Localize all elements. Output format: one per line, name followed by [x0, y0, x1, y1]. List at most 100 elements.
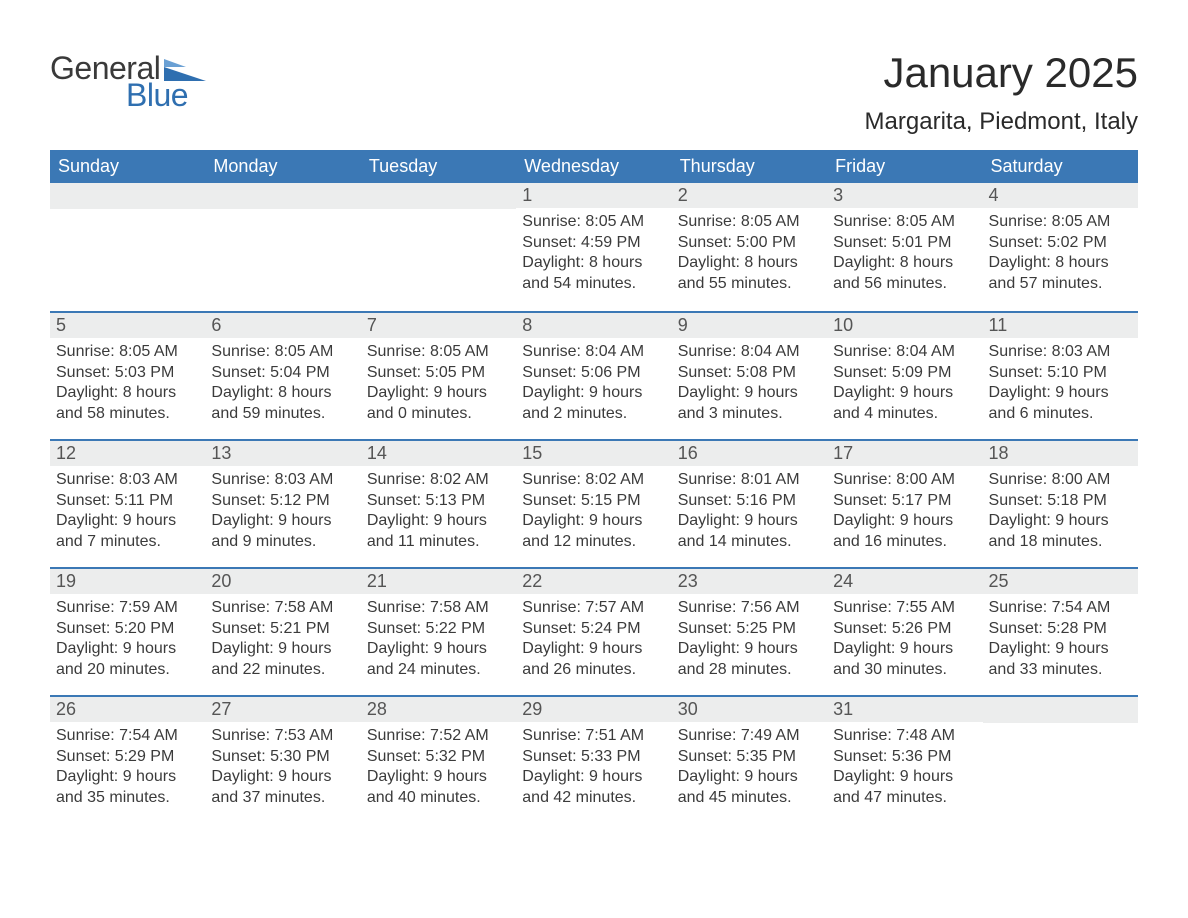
day-cell: 1Sunrise: 8:05 AMSunset: 4:59 PMDaylight… — [516, 183, 671, 311]
day-body: Sunrise: 8:05 AMSunset: 5:00 PMDaylight:… — [672, 208, 827, 304]
dow-cell: Saturday — [983, 150, 1138, 183]
day-number: 28 — [361, 697, 516, 722]
sunset-line: Sunset: 5:30 PM — [211, 748, 329, 765]
sunset-line: Sunset: 5:00 PM — [678, 234, 796, 251]
day-number: 31 — [827, 697, 982, 722]
sunset-line: Sunset: 5:36 PM — [833, 748, 951, 765]
daylight-line: Daylight: 9 hoursand 37 minutes. — [211, 768, 331, 805]
day-number: 5 — [50, 313, 205, 338]
daylight-line: Daylight: 9 hoursand 24 minutes. — [367, 640, 487, 677]
day-cell — [205, 183, 360, 311]
sunrise-line: Sunrise: 7:58 AM — [211, 599, 333, 616]
empty-daynum-bar — [205, 183, 360, 209]
sunset-line: Sunset: 5:28 PM — [989, 620, 1107, 637]
day-cell: 23Sunrise: 7:56 AMSunset: 5:25 PMDayligh… — [672, 569, 827, 695]
day-number: 18 — [983, 441, 1138, 466]
day-number: 7 — [361, 313, 516, 338]
day-body: Sunrise: 7:51 AMSunset: 5:33 PMDaylight:… — [516, 722, 671, 818]
daylight-line: Daylight: 9 hoursand 18 minutes. — [989, 512, 1109, 549]
day-body: Sunrise: 8:00 AMSunset: 5:17 PMDaylight:… — [827, 466, 982, 562]
week-row: 19Sunrise: 7:59 AMSunset: 5:20 PMDayligh… — [50, 567, 1138, 695]
day-cell: 25Sunrise: 7:54 AMSunset: 5:28 PMDayligh… — [983, 569, 1138, 695]
day-number: 11 — [983, 313, 1138, 338]
sunset-line: Sunset: 5:33 PM — [522, 748, 640, 765]
sunrise-line: Sunrise: 8:05 AM — [367, 343, 489, 360]
sunset-line: Sunset: 5:21 PM — [211, 620, 329, 637]
sunrise-line: Sunrise: 8:00 AM — [989, 471, 1111, 488]
sunset-line: Sunset: 5:20 PM — [56, 620, 174, 637]
sunrise-line: Sunrise: 7:48 AM — [833, 727, 955, 744]
day-number: 12 — [50, 441, 205, 466]
day-cell: 3Sunrise: 8:05 AMSunset: 5:01 PMDaylight… — [827, 183, 982, 311]
sunset-line: Sunset: 5:13 PM — [367, 492, 485, 509]
day-body: Sunrise: 8:05 AMSunset: 5:01 PMDaylight:… — [827, 208, 982, 304]
sunset-line: Sunset: 5:15 PM — [522, 492, 640, 509]
daylight-line: Daylight: 9 hoursand 47 minutes. — [833, 768, 953, 805]
day-number: 3 — [827, 183, 982, 208]
day-number: 19 — [50, 569, 205, 594]
day-number: 27 — [205, 697, 360, 722]
day-body: Sunrise: 8:03 AMSunset: 5:11 PMDaylight:… — [50, 466, 205, 562]
empty-daynum-bar — [361, 183, 516, 209]
daylight-line: Daylight: 9 hoursand 45 minutes. — [678, 768, 798, 805]
sunrise-line: Sunrise: 8:03 AM — [56, 471, 178, 488]
month-title: January 2025 — [865, 50, 1138, 96]
sunrise-line: Sunrise: 8:01 AM — [678, 471, 800, 488]
day-body: Sunrise: 8:00 AM Sunset: 5:18 PM Daylight:… — [983, 466, 1138, 562]
sunset-line: Sunset: 5:11 PM — [56, 492, 173, 509]
sunset-line: Sunset: 4:59 PM — [522, 234, 640, 251]
day-body: Sunrise: 7:54 AMSunset: 5:28 PMDaylight:… — [983, 594, 1138, 690]
sunrise-line: Sunrise: 8:03 AM — [211, 471, 333, 488]
day-body: Sunrise: 7:49 AMSunset: 5:35 PMDaylight:… — [672, 722, 827, 818]
day-cell: 10Sunrise: 8:04 AMSunset: 5:09 PMDayligh… — [827, 313, 982, 439]
sunset-line: Sunset: 5:18 PM — [989, 492, 1107, 509]
day-number: 20 — [205, 569, 360, 594]
day-number: 8 — [516, 313, 671, 338]
day-cell: 29Sunrise: 7:51 AMSunset: 5:33 PMDayligh… — [516, 697, 671, 823]
day-number: 23 — [672, 569, 827, 594]
daylight-line: Daylight: 9 hoursand 42 minutes. — [522, 768, 642, 805]
day-cell: 7Sunrise: 8:05 AMSunset: 5:05 PMDaylight… — [361, 313, 516, 439]
weeks-container: 1Sunrise: 8:05 AMSunset: 4:59 PMDaylight… — [50, 183, 1138, 823]
day-body: Sunrise: 8:04 AMSunset: 5:08 PMDaylight:… — [672, 338, 827, 434]
sunrise-line: Sunrise: 8:05 AM — [56, 343, 178, 360]
day-number: 30 — [672, 697, 827, 722]
week-row: 26Sunrise: 7:54 AMSunset: 5:29 PMDayligh… — [50, 695, 1138, 823]
day-cell: 6Sunrise: 8:05 AMSunset: 5:04 PMDaylight… — [205, 313, 360, 439]
daylight-line: Daylight: 9 hoursand 6 minutes. — [989, 384, 1109, 421]
day-body: Sunrise: 7:55 AMSunset: 5:26 PMDaylight:… — [827, 594, 982, 690]
sunset-line: Sunset: 5:35 PM — [678, 748, 796, 765]
daylight-line: Daylight: 9 hoursand 16 minutes. — [833, 512, 953, 549]
day-body: Sunrise: 7:52 AMSunset: 5:32 PMDaylight:… — [361, 722, 516, 818]
daylight-line: Daylight: 9 hoursand 14 minutes. — [678, 512, 798, 549]
day-number: 10 — [827, 313, 982, 338]
week-row: 1Sunrise: 8:05 AMSunset: 4:59 PMDaylight… — [50, 183, 1138, 311]
day-body: Sunrise: 8:03 AMSunset: 5:12 PMDaylight:… — [205, 466, 360, 562]
sunrise-line: Sunrise: 8:05 AM — [211, 343, 333, 360]
logo: General Blue — [50, 50, 206, 114]
page: General Blue January 2025 Margarita, Pie… — [0, 0, 1188, 863]
day-cell: 28Sunrise: 7:52 AMSunset: 5:32 PMDayligh… — [361, 697, 516, 823]
sunset-line: Sunset: 5:12 PM — [211, 492, 329, 509]
day-cell: 12Sunrise: 8:03 AMSunset: 5:11 PMDayligh… — [50, 441, 205, 567]
day-number: 22 — [516, 569, 671, 594]
day-body: Sunrise: 8:05 AMSunset: 5:02 PMDaylight:… — [983, 208, 1138, 304]
sunrise-line: Sunrise: 8:02 AM — [367, 471, 489, 488]
day-number: 26 — [50, 697, 205, 722]
daylight-line: Daylight: 9 hoursand 28 minutes. — [678, 640, 798, 677]
sunset-line: Sunset: 5:10 PM — [989, 364, 1107, 381]
day-cell — [50, 183, 205, 311]
sunset-line: Sunset: 5:08 PM — [678, 364, 796, 381]
sunrise-line: Sunrise: 7:57 AM — [522, 599, 644, 616]
day-number: 4 — [983, 183, 1138, 208]
day-number: 21 — [361, 569, 516, 594]
title-block: January 2025 Margarita, Piedmont, Italy — [865, 50, 1138, 136]
day-body: Sunrise: 8:02 AMSunset: 5:13 PMDaylight:… — [361, 466, 516, 562]
sunset-line: Sunset: 5:22 PM — [367, 620, 485, 637]
sunset-line: Sunset: 5:03 PM — [56, 364, 174, 381]
sunrise-line: Sunrise: 8:02 AM — [522, 471, 644, 488]
daylight-line: Daylight: 9 hoursand 4 minutes. — [833, 384, 953, 421]
daylight-line: Daylight: 9 hoursand 22 minutes. — [211, 640, 331, 677]
sunset-line: Sunset: 5:01 PM — [833, 234, 951, 251]
day-cell: 5Sunrise: 8:05 AMSunset: 5:03 PMDaylight… — [50, 313, 205, 439]
